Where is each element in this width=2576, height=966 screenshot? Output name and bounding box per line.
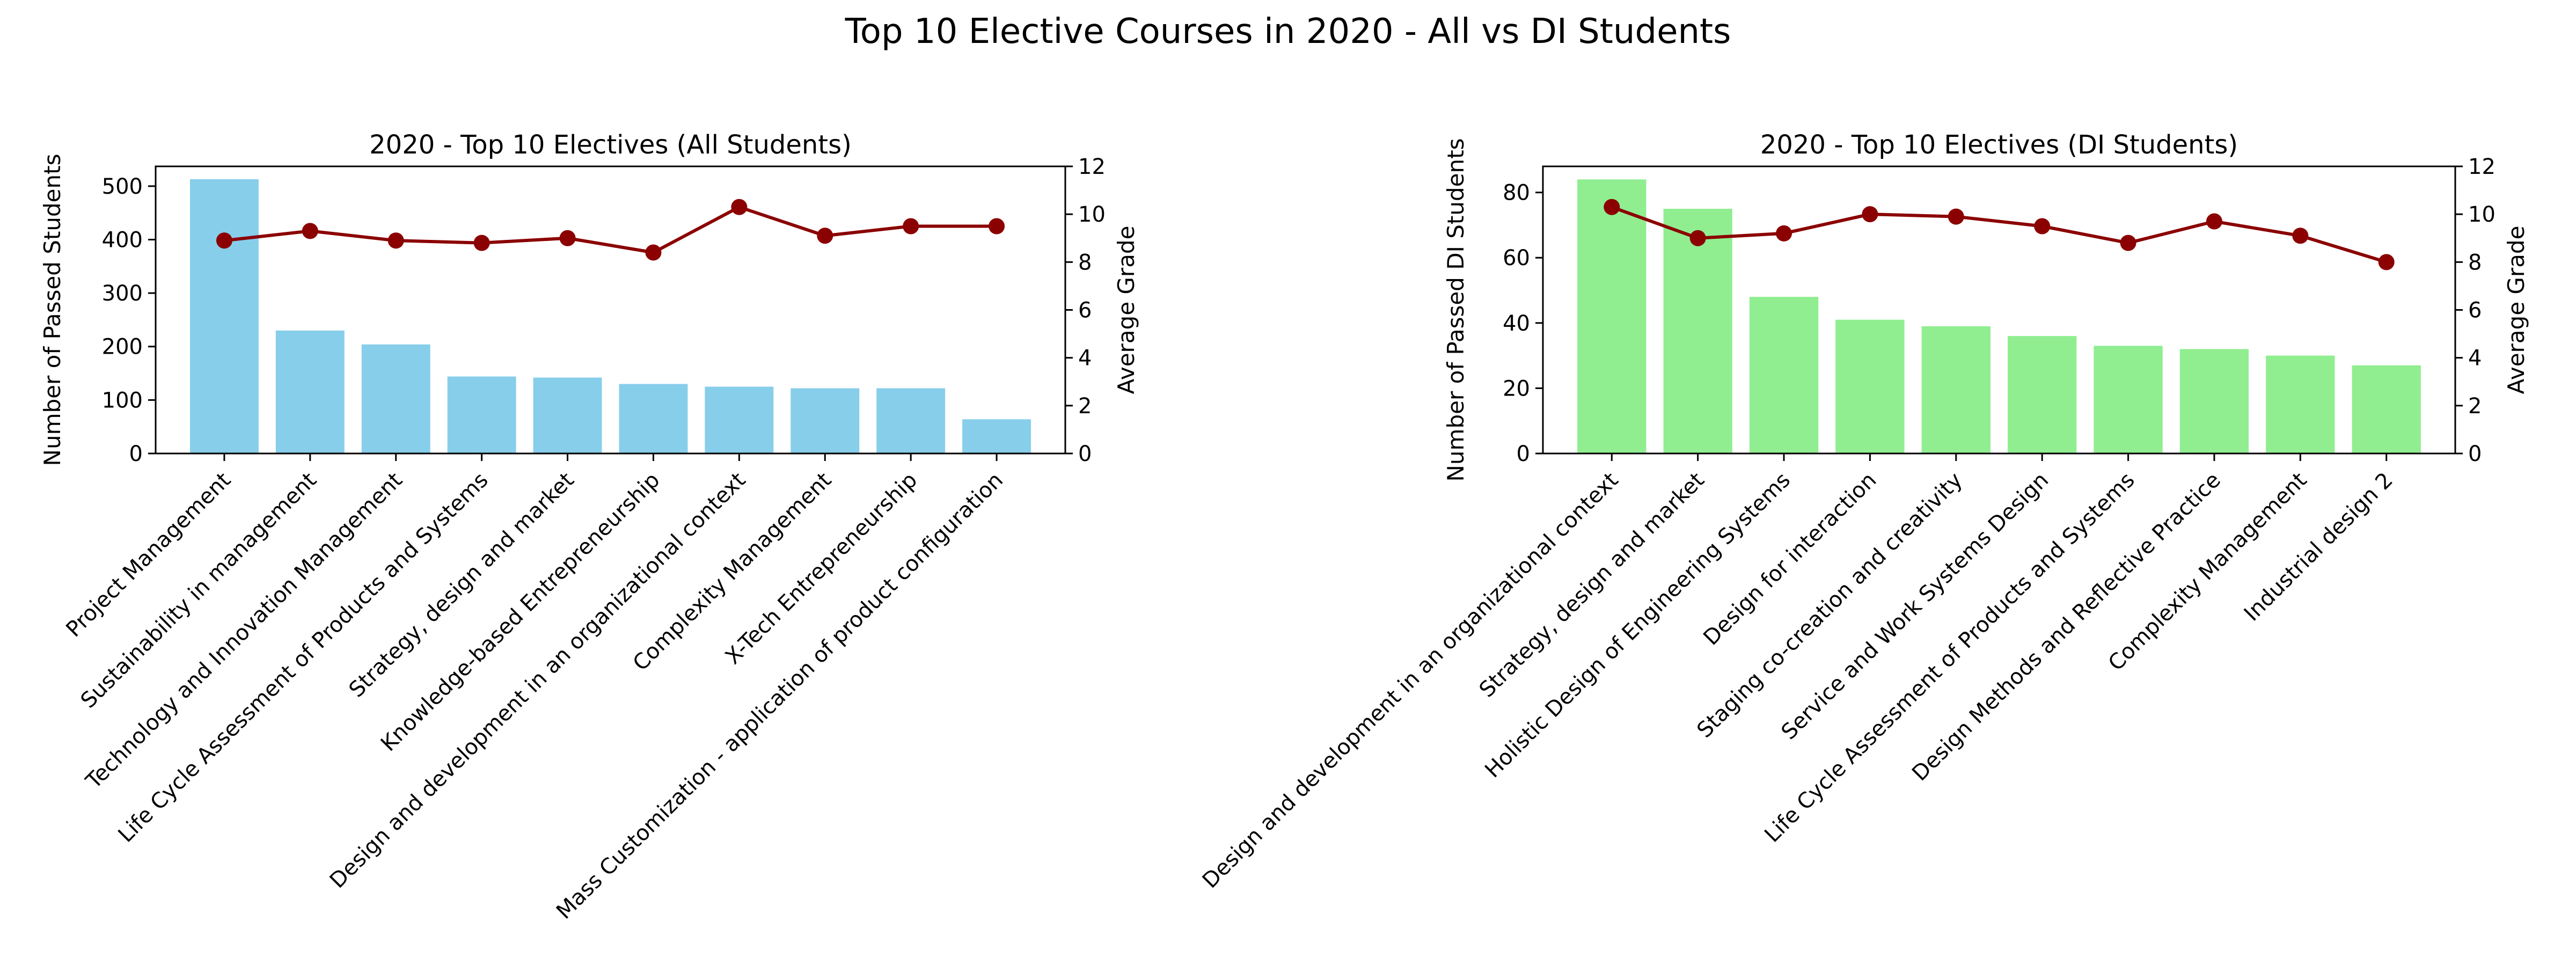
grade-point bbox=[1604, 199, 1620, 215]
bar bbox=[962, 419, 1031, 453]
grade-point bbox=[1689, 230, 1706, 246]
y2-tick-label: 8 bbox=[2468, 250, 2482, 275]
y2-tick-label: 10 bbox=[1078, 202, 1106, 227]
average-grade-line bbox=[224, 205, 997, 254]
y2-tick-label: 4 bbox=[2468, 346, 2482, 371]
chart-di-students: 2020 - Top 10 Electives (DI Students)020… bbox=[1198, 130, 2529, 893]
grade-point bbox=[2292, 228, 2309, 244]
average-grade-line bbox=[1611, 205, 2387, 264]
y2-axis-label: Average Grade bbox=[1113, 226, 1139, 394]
y-tick-label: 40 bbox=[1503, 311, 1530, 336]
y2-tick-label: 0 bbox=[2468, 442, 2482, 466]
grade-point bbox=[2378, 254, 2395, 270]
bar bbox=[361, 344, 430, 453]
grade-point bbox=[302, 223, 318, 239]
bar bbox=[876, 388, 946, 453]
bar bbox=[2179, 349, 2249, 453]
figure-title: Top 10 Elective Courses in 2020 - All vs… bbox=[845, 12, 1731, 52]
y-tick-label: 200 bbox=[102, 335, 143, 360]
bar bbox=[1577, 179, 1646, 453]
x-tick-label: Design Methods and Reflective Practice bbox=[1907, 468, 2226, 786]
y-tick-label: 0 bbox=[1517, 442, 1530, 466]
bar bbox=[2008, 336, 2077, 453]
bar bbox=[619, 384, 688, 453]
y-tick-label: 80 bbox=[1503, 181, 1530, 206]
grade-point bbox=[731, 199, 748, 215]
y-tick-label: 20 bbox=[1503, 376, 1530, 401]
grade-point bbox=[645, 244, 662, 261]
grade-point bbox=[1776, 225, 1792, 241]
grade-point bbox=[2034, 218, 2051, 235]
y2-tick-label: 0 bbox=[1078, 442, 1092, 466]
x-tick-label: Project Management bbox=[61, 468, 236, 642]
y-axis-label: Number of Passed DI Students bbox=[1443, 138, 1469, 482]
x-tick-label: Industrial design 2 bbox=[2240, 468, 2398, 626]
y-tick-label: 300 bbox=[102, 281, 143, 306]
y-tick-label: 500 bbox=[102, 174, 143, 199]
y2-tick-label: 4 bbox=[1078, 346, 1092, 371]
chart-title: 2020 - Top 10 Electives (All Students) bbox=[369, 130, 852, 160]
y-tick-label: 400 bbox=[102, 228, 143, 252]
x-tick-label: Design and development in an organizatio… bbox=[325, 468, 751, 894]
bar bbox=[2352, 365, 2421, 453]
bar bbox=[2266, 355, 2335, 453]
bar bbox=[275, 330, 345, 453]
grade-point bbox=[2120, 235, 2136, 251]
y2-tick-label: 12 bbox=[2468, 155, 2496, 179]
y2-tick-label: 10 bbox=[2468, 202, 2496, 227]
y2-tick-label: 6 bbox=[2468, 298, 2482, 323]
grade-point bbox=[817, 228, 833, 244]
x-tick-label: Technology and Innovation Management bbox=[81, 468, 407, 794]
grade-point bbox=[216, 232, 232, 249]
y2-tick-label: 6 bbox=[1078, 298, 1092, 323]
x-tick-label: Design and development in an organizatio… bbox=[1198, 468, 1623, 894]
grade-point bbox=[1862, 206, 1878, 223]
y2-tick-label: 12 bbox=[1078, 155, 1106, 179]
x-tick-label: Holistic Design of Engineering Systems bbox=[1480, 468, 1795, 783]
y-tick-label: 60 bbox=[1503, 246, 1530, 270]
bar bbox=[791, 388, 860, 453]
bar bbox=[1749, 297, 1819, 453]
y-axis-label: Number of Passed Students bbox=[39, 154, 65, 466]
bar bbox=[2094, 346, 2163, 453]
grade-point bbox=[387, 232, 404, 249]
chart-all-students: 2020 - Top 10 Electives (All Students) 0 1… bbox=[39, 130, 1139, 924]
y2-tick-label: 8 bbox=[1078, 250, 1092, 275]
grade-point bbox=[1948, 208, 1964, 225]
grade-point bbox=[903, 218, 919, 235]
grade-point bbox=[559, 230, 576, 246]
bar bbox=[1663, 209, 1732, 453]
y2-tick-label: 2 bbox=[2468, 394, 2482, 419]
grade-point bbox=[473, 235, 490, 251]
y2-axis-label: Average Grade bbox=[2503, 226, 2529, 394]
bar bbox=[1835, 319, 1905, 453]
grade-point bbox=[2206, 213, 2222, 230]
bar bbox=[533, 377, 602, 453]
y-tick-label: 100 bbox=[102, 388, 143, 413]
y2-tick-label: 2 bbox=[1078, 394, 1092, 419]
x-tick-label: Design for interaction bbox=[1699, 468, 1881, 650]
bar bbox=[705, 386, 774, 453]
bar bbox=[189, 179, 259, 453]
bar bbox=[447, 376, 516, 453]
bar bbox=[1921, 326, 1990, 453]
grade-point bbox=[989, 218, 1005, 235]
chart-title: 2020 - Top 10 Electives (DI Students) bbox=[1760, 130, 2238, 160]
y-tick-label: 0 bbox=[129, 442, 143, 466]
